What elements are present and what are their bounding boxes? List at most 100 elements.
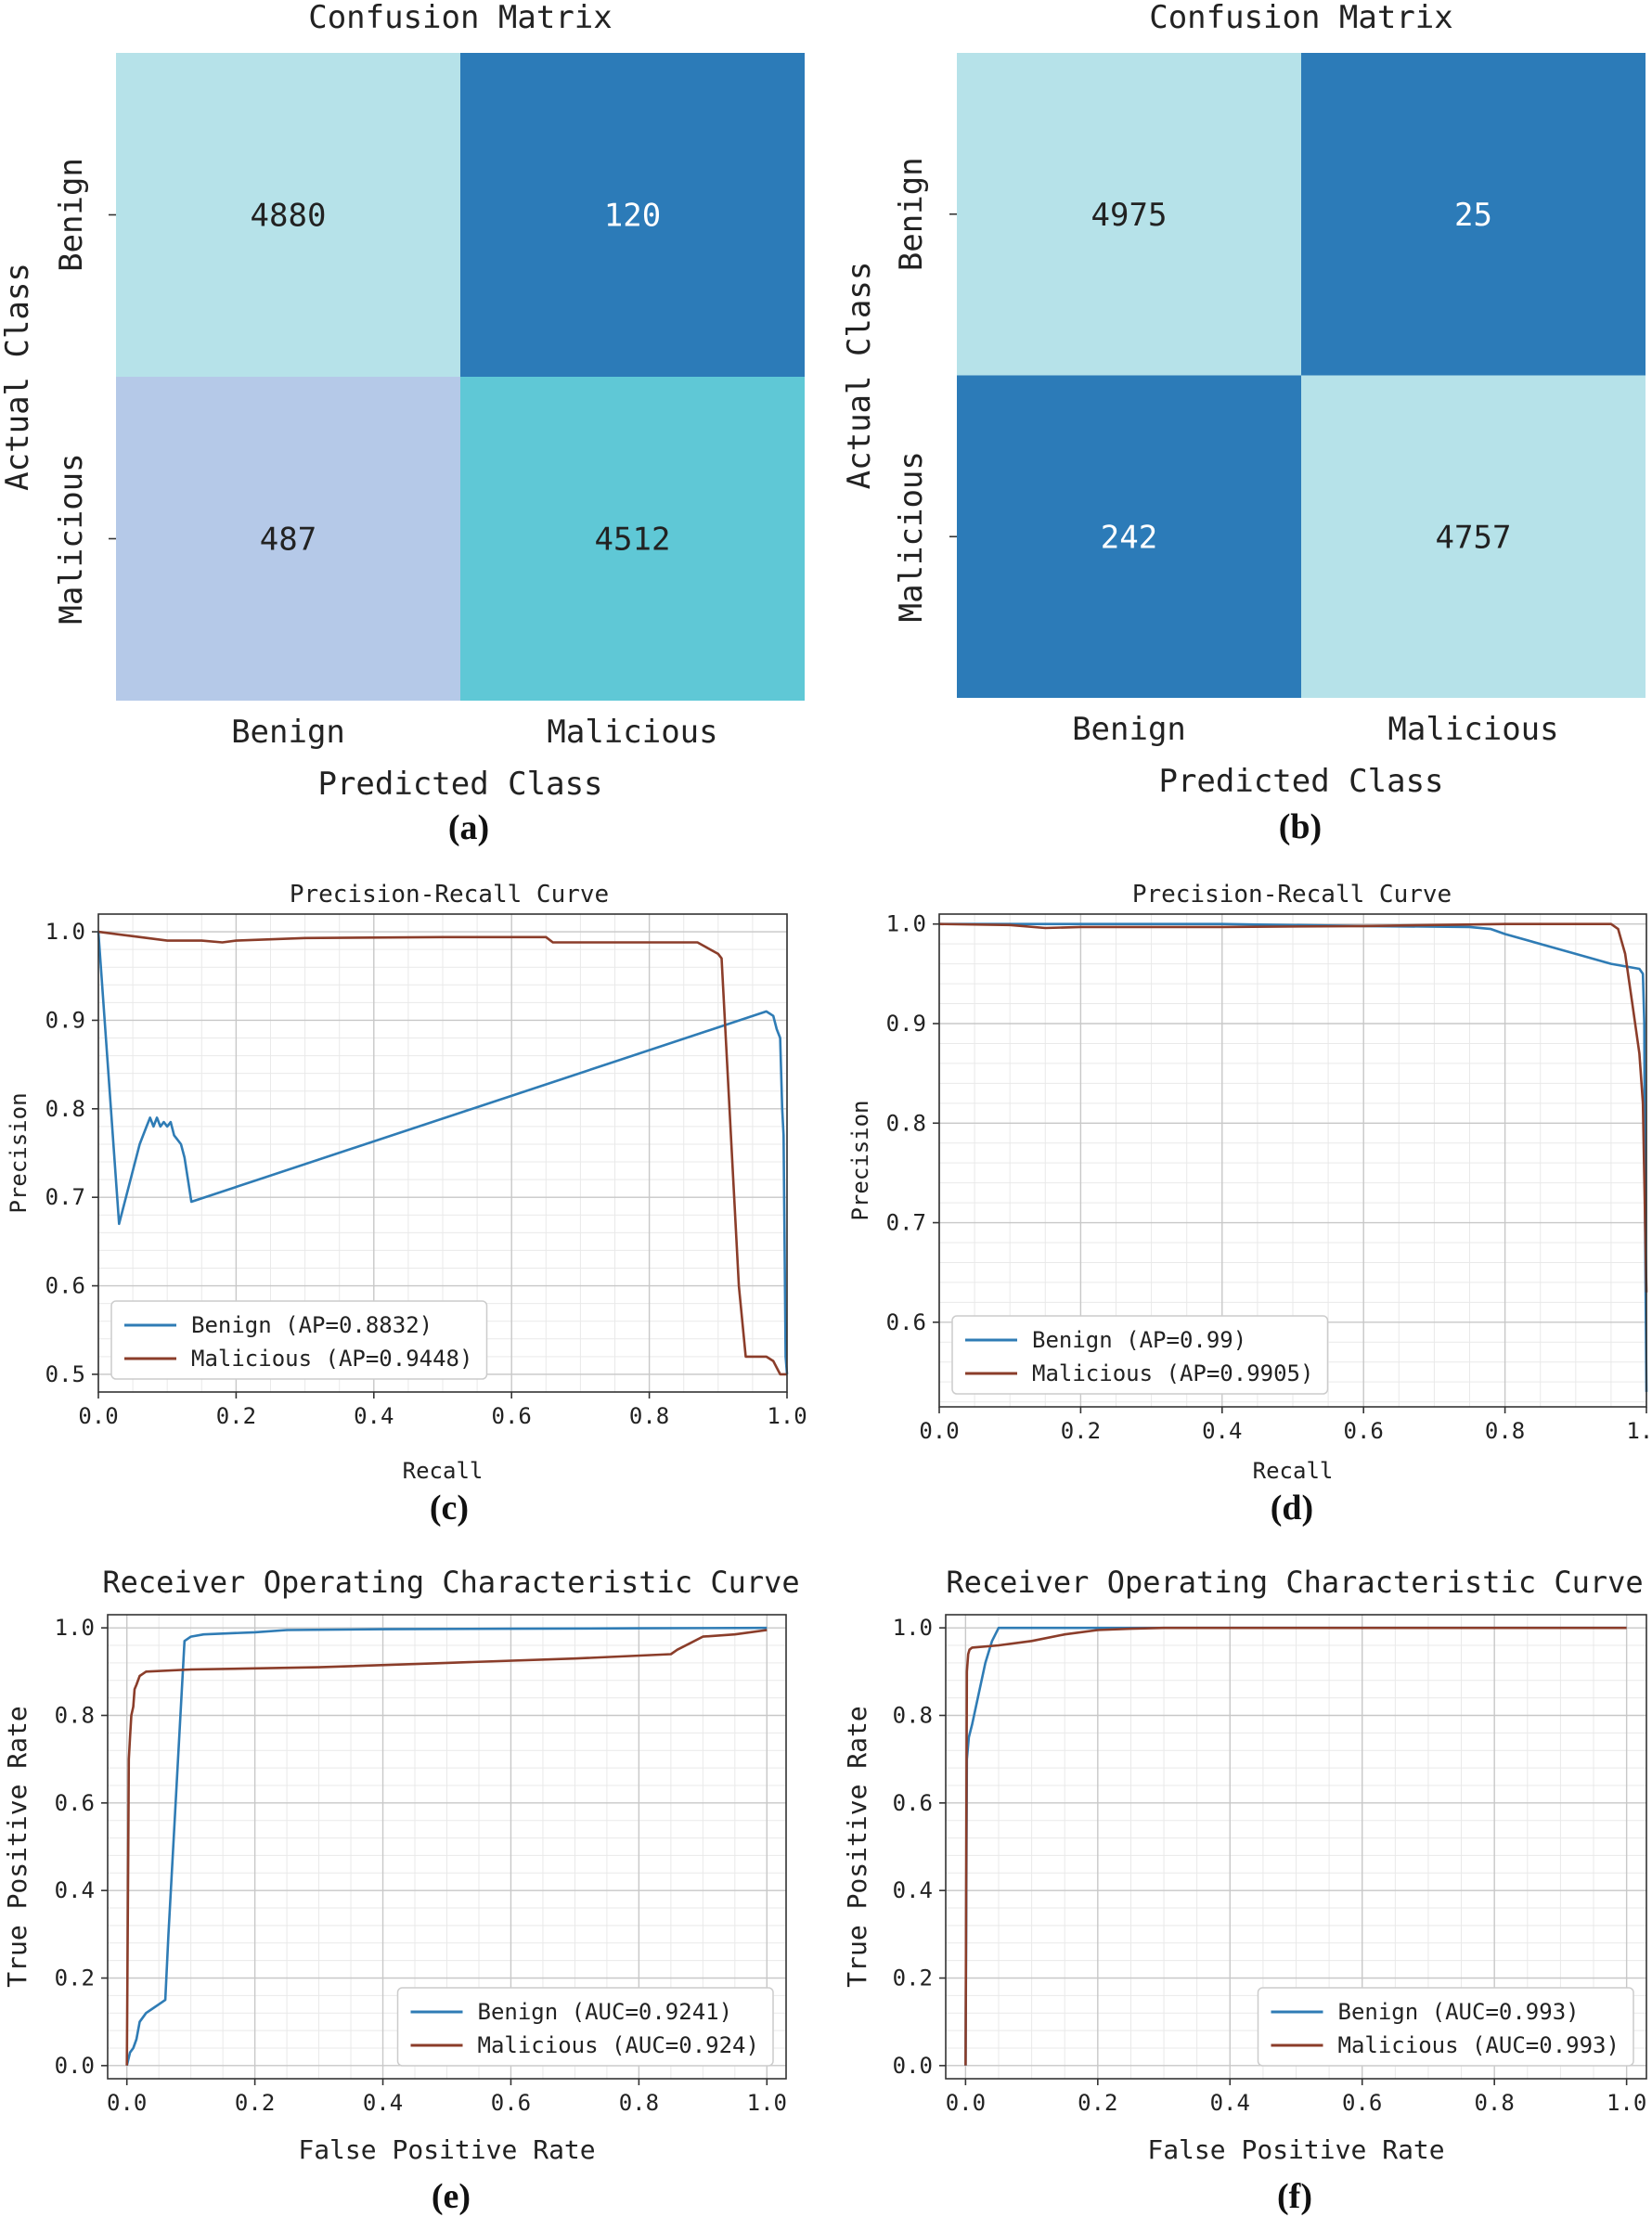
y-axis-label: True Positive Rate	[2, 1706, 32, 1987]
x-tick-label: 0.0	[78, 1403, 118, 1429]
panel-label: (c)	[430, 1489, 469, 1527]
y-tick-label: Benign	[53, 158, 90, 272]
x-tick-label: 0.4	[363, 2090, 403, 2116]
heatmap-value: 4512	[595, 522, 671, 559]
y-tick-label: 1.0	[45, 919, 85, 945]
y-tick-label: 0.6	[55, 1790, 95, 1816]
heatmap-cell	[116, 377, 460, 701]
legend-box	[396, 1987, 774, 2067]
x-tick-label: Malicious	[1387, 711, 1558, 748]
x-tick-label: 1.0	[747, 2090, 787, 2116]
legend: Benign (AP=0.99) Malicious (AP=0.9905)	[951, 1315, 1329, 1395]
panel-label: (e)	[432, 2177, 471, 2216]
chart-title: Confusion Matrix	[308, 0, 613, 36]
heatmap-cell	[460, 377, 805, 701]
y-tick-label: Malicious	[893, 451, 930, 622]
plot-frame	[97, 913, 788, 1393]
heatmap-value: 4975	[1091, 197, 1168, 234]
x-axis-label: Recall	[1253, 1458, 1334, 1484]
legend-label: Benign (AP=0.99)	[1032, 1327, 1246, 1353]
x-tick-label: 0.0	[946, 2090, 986, 2116]
x-tick-label: 0.6	[491, 2090, 531, 2116]
legend-label: Benign (AUC=0.9241)	[478, 1999, 733, 2025]
x-axis-label: Predicted Class	[317, 766, 602, 803]
line-chart-c: Precision-Recall Curve 0.0 0.2 0.4 0.6 0.8 1.0…	[6, 881, 807, 1527]
x-tick-label: 1.0	[1626, 1418, 1652, 1444]
legend-box	[1257, 1987, 1634, 2067]
legend: Benign (AUC=0.9241) Malicious (AUC=0.924)	[396, 1987, 774, 2067]
y-tick-label: 1.0	[893, 1615, 933, 1641]
x-tick-label: 1.0	[1607, 2090, 1646, 2116]
line-chart-d: Precision-Recall Curve 0.0 0.2 0.4 0.6 0.8 1. 0…	[847, 881, 1652, 1527]
x-axis-label: False Positive Rate	[1147, 2134, 1444, 2165]
heatmap-cell	[957, 53, 1301, 376]
y-tick-label: 0.8	[45, 1096, 85, 1122]
y-tick-label: 0.6	[893, 1790, 933, 1816]
legend-label: Malicious (AUC=0.924)	[478, 2032, 759, 2058]
x-tick-label: Benign	[231, 714, 345, 751]
heatmap-value: 25	[1454, 197, 1492, 234]
y-tick-label: 0.4	[893, 1877, 933, 1903]
x-tick-label: 0.6	[492, 1403, 532, 1429]
x-tick-label: 0.6	[1342, 2090, 1382, 2116]
heatmap-cell	[116, 53, 460, 377]
heatmap-cell	[1301, 375, 1646, 698]
legend-box	[110, 1300, 488, 1380]
y-tick-label: 0.0	[55, 2053, 95, 2079]
y-tick-label: 0.2	[55, 1966, 95, 1991]
chart-title: Precision-Recall Curve	[290, 881, 609, 909]
x-axis-label: Predicted Class	[1158, 763, 1443, 800]
x-tick-label: 0.2	[216, 1403, 256, 1429]
x-tick-label: 0.4	[1202, 1418, 1242, 1444]
x-tick-label: Benign	[1072, 711, 1186, 748]
plot-frame	[938, 913, 1647, 1408]
plot-frame	[945, 1614, 1647, 2080]
legend: Benign (AP=0.8832) Malicious (AP=0.9448)	[110, 1300, 488, 1380]
panel-label: (f)	[1277, 2177, 1312, 2216]
series-line-benign	[97, 932, 789, 1375]
y-tick-label: 0.4	[55, 1877, 95, 1903]
x-tick-label: 0.4	[354, 1403, 394, 1429]
plot-frame	[107, 1614, 787, 2080]
x-tick-label: 0.2	[1061, 1418, 1101, 1444]
y-axis-label: Precision	[847, 1100, 873, 1220]
heatmap-cell	[957, 375, 1301, 698]
panel-label: (d)	[1271, 1489, 1313, 1527]
chart-title: Precision-Recall Curve	[1132, 881, 1452, 909]
heatmap-value: 4880	[251, 198, 327, 235]
heatmap-value: 4757	[1436, 519, 1512, 556]
x-tick-label: Malicious	[547, 714, 717, 751]
legend-label: Malicious (AP=0.9448)	[191, 1346, 472, 1372]
x-tick-label: 0.8	[619, 2090, 659, 2116]
heatmap-value: 487	[260, 522, 316, 559]
chart-title: Receiver Operating Characteristic Curve	[102, 1565, 799, 1600]
confusion-matrix-a: Confusion Matrix 4880 120 487 4512 Benign Mali…	[0, 0, 805, 847]
heatmap-cell	[460, 53, 805, 377]
y-tick-label: 0.5	[45, 1361, 85, 1387]
y-tick-label: Malicious	[53, 453, 90, 624]
x-tick-label: 0.2	[235, 2090, 275, 2116]
series-line-malicious	[938, 922, 1648, 1293]
confusion-matrix-b: Confusion Matrix 4975 25 242 4757 Benign Malic…	[841, 0, 1646, 846]
legend-label: Malicious (AP=0.9905)	[1032, 1360, 1313, 1386]
x-tick-label: 0.0	[107, 2090, 147, 2116]
x-tick-label: 0.4	[1210, 2090, 1250, 2116]
x-tick-label: 0.0	[919, 1418, 959, 1444]
legend-box	[951, 1315, 1329, 1395]
line-chart-e: Receiver Operating Characteristic Curve 0…	[2, 1565, 800, 2216]
series-line-benign	[125, 1626, 768, 2067]
y-tick-label: 1.0	[55, 1615, 95, 1641]
x-axis-label: Recall	[403, 1458, 484, 1484]
panel-label: (b)	[1279, 807, 1322, 846]
series-line-malicious	[125, 1629, 768, 2066]
legend-label: Benign (AP=0.8832)	[191, 1312, 432, 1338]
series-line-malicious	[97, 930, 787, 1376]
series-line-malicious	[964, 1626, 1627, 2066]
legend-label: Malicious (AUC=0.993)	[1338, 2032, 1620, 2058]
y-tick-label: 0.8	[893, 1702, 933, 1728]
legend: Benign (AUC=0.993) Malicious (AUC=0.993)	[1257, 1987, 1634, 2067]
y-tick-label: 0.0	[893, 2053, 933, 2079]
y-tick-label: Benign	[893, 157, 930, 271]
y-axis-label: Actual Class	[0, 263, 36, 491]
